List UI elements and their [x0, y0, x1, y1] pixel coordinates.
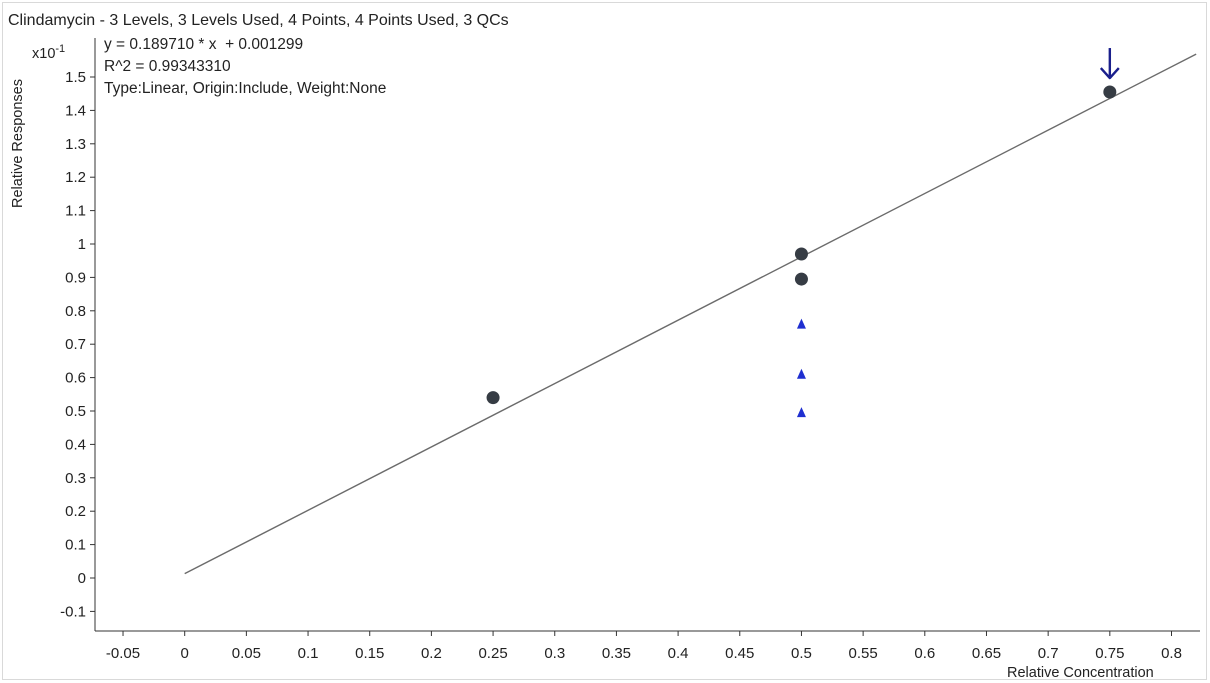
- x-tick-label: 0.5: [791, 645, 812, 662]
- data-points: [486, 85, 1117, 418]
- x-tick-label: 0.8: [1161, 645, 1182, 662]
- x-tick-label: 0.45: [725, 645, 754, 662]
- y-tick-label: 0.6: [65, 370, 86, 387]
- x-tick-label: 0.75: [1095, 645, 1124, 662]
- qc-point[interactable]: [796, 407, 806, 418]
- x-tick-label: 0: [181, 645, 189, 662]
- r-squared: R^2 = 0.99343310: [104, 58, 231, 75]
- x-tick-label: 0.35: [602, 645, 631, 662]
- y-tick-label: 1.3: [65, 136, 86, 153]
- y-multiplier-exponent: -1: [55, 43, 66, 55]
- y-tick-label: 1.2: [65, 169, 86, 186]
- y-tick-label: -0.1: [60, 603, 86, 620]
- fit-line: [184, 53, 1197, 575]
- x-tick-label: 0.3: [544, 645, 565, 662]
- y-tick-label: 0: [78, 570, 86, 587]
- fit-info: Type:Linear, Origin:Include, Weight:None: [104, 80, 387, 97]
- x-tick-label: 0.2: [421, 645, 442, 662]
- x-tick-label: 0.55: [849, 645, 878, 662]
- x-tick-label: 0.65: [972, 645, 1001, 662]
- y-tick-label: 0.2: [65, 503, 86, 520]
- qc-point[interactable]: [796, 318, 806, 329]
- y-tick-label: 0.8: [65, 303, 86, 320]
- x-tick-label: 0.25: [478, 645, 507, 662]
- x-tick-label: 0.4: [668, 645, 689, 662]
- y-axis-ticks: -0.1 0 0.1 0.2 0.3 0.4 0.5 0.6 0.7 0.8 0.9 1 1.1 1.2 1…: [60, 69, 95, 620]
- calibration-point[interactable]: [486, 391, 500, 405]
- y-tick-label: 1.1: [65, 203, 86, 220]
- y-tick-label: 0.5: [65, 403, 86, 420]
- qc-point[interactable]: [796, 368, 806, 379]
- y-tick-label: 0.4: [65, 436, 86, 453]
- calibration-point[interactable]: [794, 272, 808, 286]
- chart-title: Clindamycin - 3 Levels, 3 Levels Used, 4…: [8, 12, 509, 29]
- arrow-marker-layer: [1099, 48, 1120, 80]
- y-multiplier-base: x10: [32, 45, 56, 62]
- y-tick-label: 1.5: [65, 69, 86, 86]
- x-tick-label: 0.15: [355, 645, 384, 662]
- regression-equation: y = 0.189710 * x + 0.001299: [104, 36, 304, 53]
- y-tick-label: 1.4: [65, 102, 86, 119]
- x-tick-label: 0.1: [298, 645, 319, 662]
- y-tick-label: 0.7: [65, 336, 86, 353]
- y-multiplier: x10-1: [32, 40, 65, 63]
- calibration-point[interactable]: [794, 247, 808, 261]
- x-tick-label: 0.7: [1038, 645, 1059, 662]
- y-tick-label: 1: [78, 236, 86, 253]
- x-tick-label: 0.05: [232, 645, 261, 662]
- x-tick-label: -0.05: [106, 645, 140, 662]
- calibration-point[interactable]: [1103, 85, 1117, 99]
- x-axis-ticks: -0.05 0 0.05 0.1 0.15 0.2 0.25 0.3 0.35 0.4 0.45 0.…: [106, 631, 1182, 662]
- axes: [94, 38, 1200, 632]
- x-tick-label: 0.6: [914, 645, 935, 662]
- arrow-down-icon: [1099, 48, 1120, 80]
- y-tick-label: 0.3: [65, 470, 86, 487]
- y-tick-label: 0.1: [65, 537, 86, 554]
- x-axis-label: Relative Concentration: [1007, 665, 1154, 681]
- fit-line-layer: [184, 53, 1197, 575]
- y-tick-label: 0.9: [65, 269, 86, 286]
